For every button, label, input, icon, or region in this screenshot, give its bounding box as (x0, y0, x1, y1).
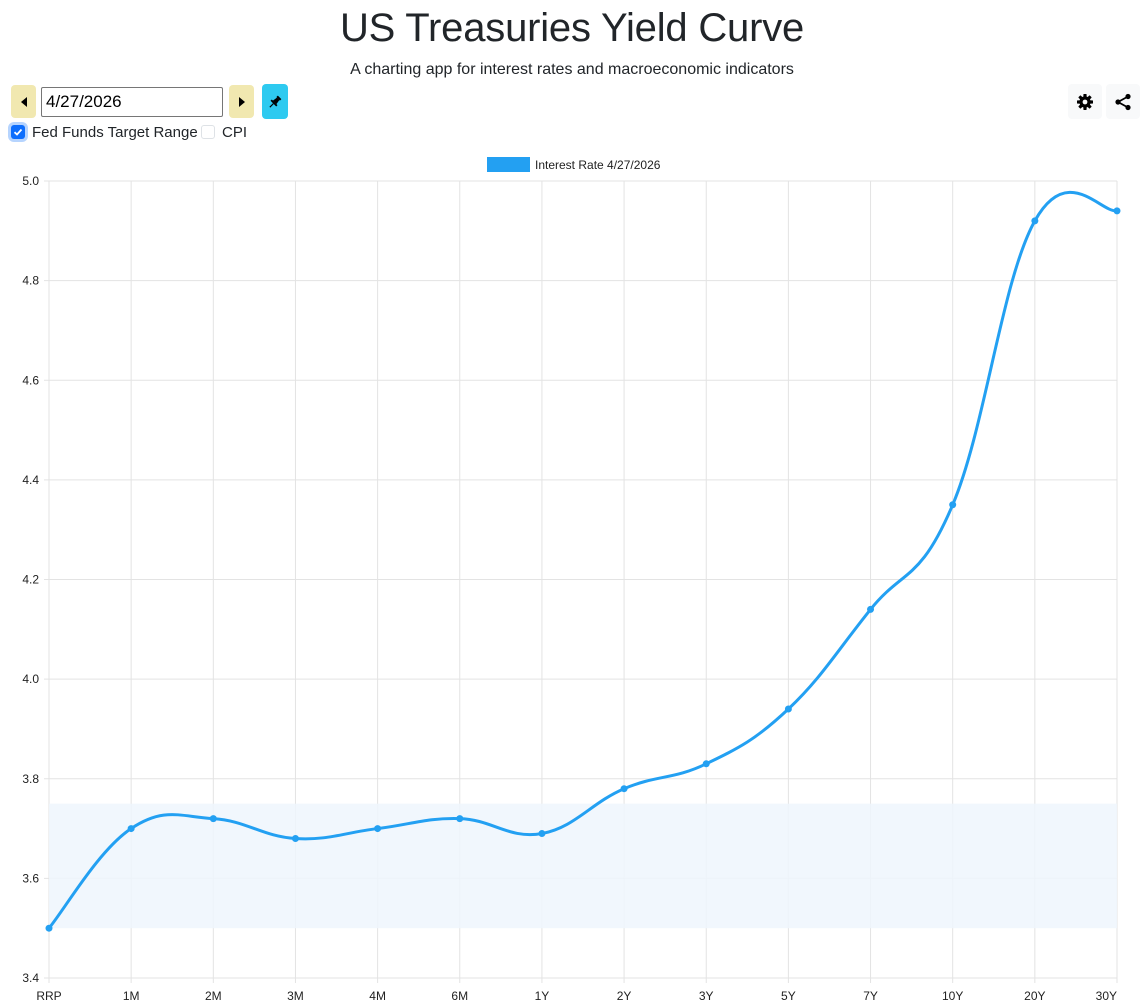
cpi-label: CPI (222, 123, 248, 141)
data-point-7y[interactable] (867, 605, 875, 613)
x-tick-label: 3Y (699, 989, 714, 1003)
settings-button[interactable] (1068, 84, 1102, 119)
legend[interactable]: Interest Rate 4/27/2026 (487, 157, 661, 172)
fed-funds-checkbox[interactable] (11, 125, 25, 139)
x-tick-label: 6M (451, 989, 468, 1003)
y-tick-label: 4.0 (22, 672, 39, 686)
x-tick-label: 1M (123, 989, 140, 1003)
data-point-20y[interactable] (1031, 217, 1039, 225)
check-icon (13, 128, 23, 136)
data-point-3y[interactable] (702, 760, 710, 768)
share-button[interactable] (1106, 84, 1140, 119)
y-tick-label: 5.0 (22, 174, 39, 188)
data-point-30y[interactable] (1113, 207, 1121, 215)
data-point-10y[interactable] (949, 501, 957, 509)
x-tick-label: RRP (36, 989, 61, 1003)
data-point-2y[interactable] (620, 785, 628, 793)
data-point-3m[interactable] (291, 835, 299, 843)
data-point-4m[interactable] (374, 825, 382, 833)
gear-icon (1077, 93, 1093, 110)
x-tick-label: 10Y (942, 989, 963, 1003)
x-tick-label: 1Y (535, 989, 550, 1003)
x-tick-label: 30Y (1096, 989, 1117, 1003)
next-date-button[interactable] (229, 85, 254, 118)
fed-funds-toggle[interactable]: Fed Funds Target Range (11, 122, 198, 142)
fed-funds-label: Fed Funds Target Range (32, 123, 198, 141)
y-tick-label: 4.6 (22, 373, 39, 387)
x-axis: RRP 1M 2M 3M 4M 6M 1Y 2Y 3Y 5Y 7Y 10Y 20Y 30Y (36, 989, 1117, 1003)
x-tick-label: 4M (369, 989, 386, 1003)
x-tick-label: 3M (287, 989, 304, 1003)
page-title: US Treasuries Yield Curve (339, 6, 805, 50)
y-tick-label: 3.4 (22, 971, 39, 985)
data-point-5y[interactable] (784, 705, 792, 713)
data-point-1m[interactable] (127, 825, 135, 833)
y-tick-label: 3.6 (22, 871, 39, 885)
y-tick-label: 4.4 (22, 473, 39, 487)
data-point-6m[interactable] (456, 815, 464, 823)
y-tick-label: 4.8 (22, 274, 39, 288)
cpi-checkbox[interactable] (201, 125, 215, 139)
x-tick-label: 5Y (781, 989, 796, 1003)
data-point-1y[interactable] (538, 830, 546, 838)
pin-button[interactable] (262, 84, 288, 119)
y-tick-label: 4.2 (22, 573, 39, 587)
data-point-2m[interactable] (209, 815, 217, 823)
x-tick-label: 7Y (863, 989, 878, 1003)
fed-funds-band (49, 803, 1117, 929)
cpi-toggle[interactable]: CPI (201, 122, 247, 142)
previous-date-button[interactable] (11, 85, 36, 118)
x-tick-label: 20Y (1024, 989, 1045, 1003)
x-tick-label: 2Y (617, 989, 632, 1003)
share-icon (1115, 93, 1131, 110)
data-points (45, 207, 1121, 932)
y-tick-label: 3.8 (22, 772, 39, 786)
x-tick-label: 2M (205, 989, 222, 1003)
pin-icon (269, 95, 282, 108)
caret-right-icon (238, 96, 245, 107)
data-point-rrp[interactable] (45, 924, 53, 932)
caret-left-icon (20, 96, 27, 107)
legend-label: Interest Rate 4/27/2026 (535, 158, 661, 172)
date-input[interactable] (41, 87, 223, 117)
legend-swatch (487, 157, 530, 172)
page-subtitle: A charting app for interest rates and ma… (350, 61, 794, 78)
y-axis: 3.4 3.6 3.8 4.0 4.2 4.4 4.6 4.8 5.0 (22, 174, 39, 985)
